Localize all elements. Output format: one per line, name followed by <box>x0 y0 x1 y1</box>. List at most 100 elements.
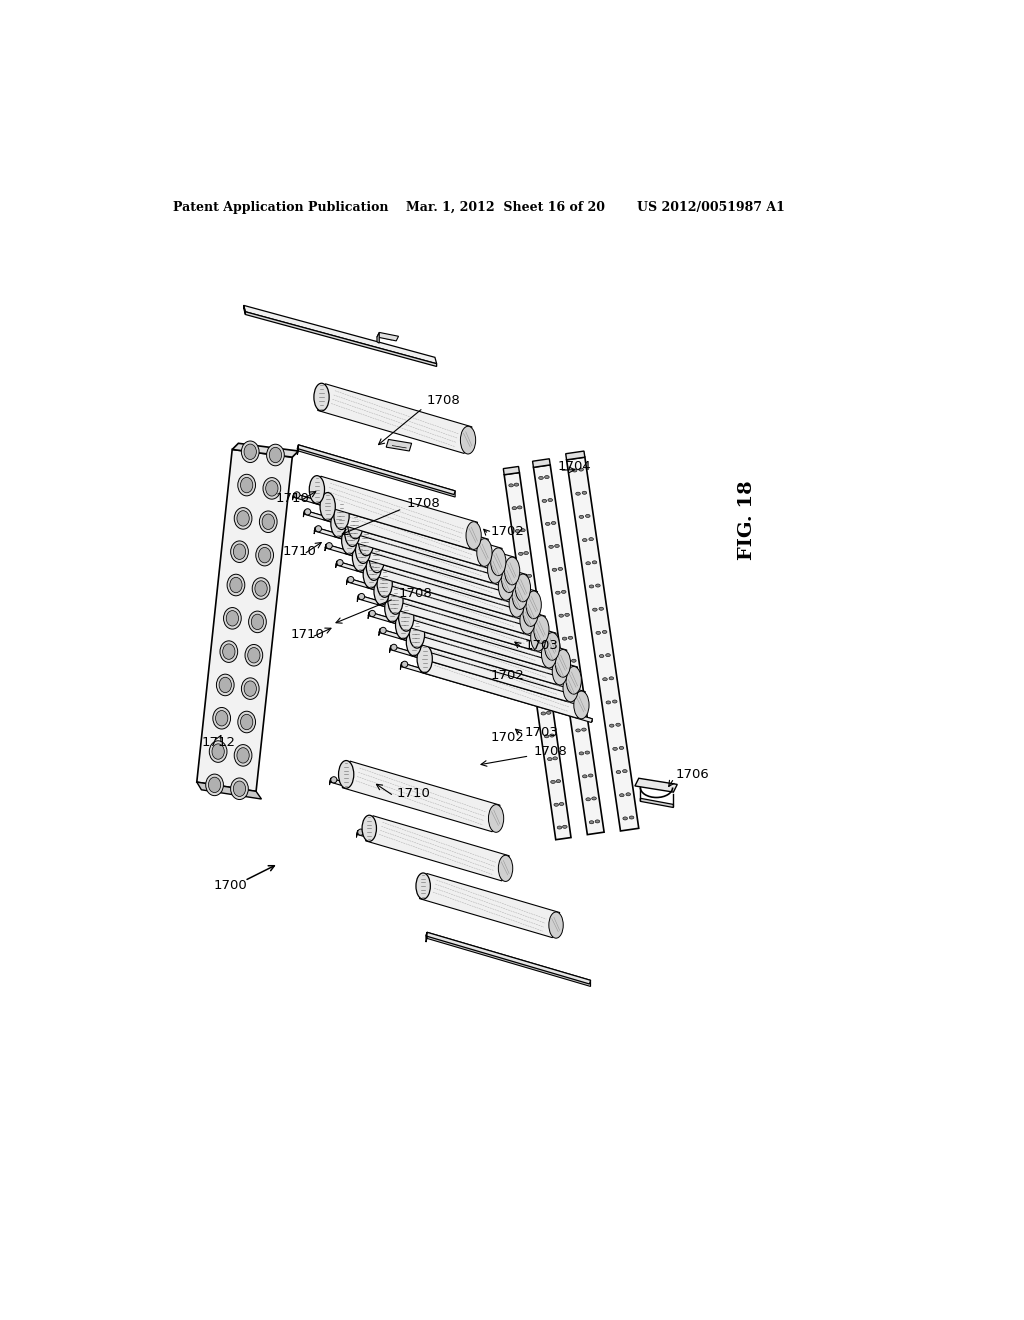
Polygon shape <box>566 457 639 832</box>
Ellipse shape <box>582 729 586 731</box>
Text: 1706: 1706 <box>676 768 710 781</box>
Ellipse shape <box>521 576 526 578</box>
Ellipse shape <box>561 590 566 594</box>
Ellipse shape <box>534 615 549 643</box>
Polygon shape <box>297 445 298 454</box>
Polygon shape <box>390 645 582 706</box>
Polygon shape <box>357 830 501 875</box>
Ellipse shape <box>237 747 249 763</box>
Ellipse shape <box>309 475 325 503</box>
Ellipse shape <box>586 562 591 565</box>
Ellipse shape <box>263 478 281 499</box>
Polygon shape <box>369 612 560 671</box>
Text: 1708: 1708 <box>427 395 461 408</box>
Ellipse shape <box>339 760 353 788</box>
Ellipse shape <box>488 805 504 833</box>
Text: US 2012/0051987 A1: US 2012/0051987 A1 <box>637 201 785 214</box>
Ellipse shape <box>502 565 517 593</box>
Ellipse shape <box>358 594 365 599</box>
Ellipse shape <box>216 675 234 696</box>
Text: 1710: 1710 <box>275 492 309 506</box>
Ellipse shape <box>244 681 256 697</box>
Ellipse shape <box>559 803 564 805</box>
Polygon shape <box>401 663 593 722</box>
Ellipse shape <box>499 573 514 601</box>
Polygon shape <box>369 612 560 672</box>
Ellipse shape <box>549 912 563 939</box>
Ellipse shape <box>342 527 356 554</box>
Polygon shape <box>386 440 412 451</box>
Polygon shape <box>362 528 526 601</box>
Ellipse shape <box>251 614 263 630</box>
Ellipse shape <box>562 825 567 829</box>
Ellipse shape <box>352 544 368 572</box>
Ellipse shape <box>466 521 481 549</box>
Polygon shape <box>420 874 560 937</box>
Polygon shape <box>356 544 520 616</box>
Text: 1702: 1702 <box>490 669 524 682</box>
Ellipse shape <box>314 383 329 411</box>
Ellipse shape <box>304 508 310 515</box>
Ellipse shape <box>603 677 607 681</box>
Ellipse shape <box>487 556 503 583</box>
Polygon shape <box>504 466 519 475</box>
Ellipse shape <box>612 747 617 750</box>
Ellipse shape <box>242 441 259 462</box>
Ellipse shape <box>553 756 557 760</box>
Ellipse shape <box>525 598 529 601</box>
Ellipse shape <box>348 577 354 582</box>
Polygon shape <box>314 527 315 535</box>
Ellipse shape <box>623 817 628 820</box>
Ellipse shape <box>388 586 403 614</box>
Polygon shape <box>534 465 604 834</box>
Text: 1710: 1710 <box>396 787 430 800</box>
Ellipse shape <box>505 557 520 585</box>
Ellipse shape <box>331 776 337 783</box>
Ellipse shape <box>585 751 590 754</box>
Ellipse shape <box>568 636 572 639</box>
Polygon shape <box>303 511 304 517</box>
Ellipse shape <box>545 632 560 660</box>
Polygon shape <box>326 544 517 603</box>
Text: 1702: 1702 <box>490 731 524 744</box>
Ellipse shape <box>606 653 610 656</box>
Ellipse shape <box>355 536 371 564</box>
Ellipse shape <box>523 599 539 627</box>
Ellipse shape <box>345 519 360 546</box>
Polygon shape <box>635 779 677 792</box>
Ellipse shape <box>515 529 520 532</box>
Text: 1710: 1710 <box>291 628 325 640</box>
Ellipse shape <box>395 611 411 639</box>
Ellipse shape <box>583 775 587 777</box>
Ellipse shape <box>370 545 385 573</box>
Ellipse shape <box>606 701 610 704</box>
Polygon shape <box>232 444 298 457</box>
Text: Mar. 1, 2012  Sheet 16 of 20: Mar. 1, 2012 Sheet 16 of 20 <box>407 201 605 214</box>
Polygon shape <box>197 781 261 799</box>
Ellipse shape <box>215 710 228 726</box>
Polygon shape <box>388 595 553 668</box>
Ellipse shape <box>579 705 583 708</box>
Ellipse shape <box>609 725 614 727</box>
Polygon shape <box>351 512 516 585</box>
Polygon shape <box>399 611 564 684</box>
Ellipse shape <box>548 499 553 502</box>
Ellipse shape <box>552 657 567 685</box>
Ellipse shape <box>262 513 274 529</box>
Text: 1712: 1712 <box>202 735 236 748</box>
Ellipse shape <box>509 590 524 618</box>
Polygon shape <box>378 578 543 651</box>
Ellipse shape <box>572 469 577 473</box>
Ellipse shape <box>219 677 231 693</box>
Polygon shape <box>379 628 570 689</box>
Ellipse shape <box>326 543 333 549</box>
Polygon shape <box>377 333 398 341</box>
Polygon shape <box>314 527 506 587</box>
Ellipse shape <box>623 770 627 772</box>
Polygon shape <box>381 570 546 643</box>
Ellipse shape <box>579 469 584 471</box>
Ellipse shape <box>526 591 542 619</box>
Polygon shape <box>359 536 523 609</box>
Ellipse shape <box>589 821 594 824</box>
Ellipse shape <box>538 689 543 692</box>
